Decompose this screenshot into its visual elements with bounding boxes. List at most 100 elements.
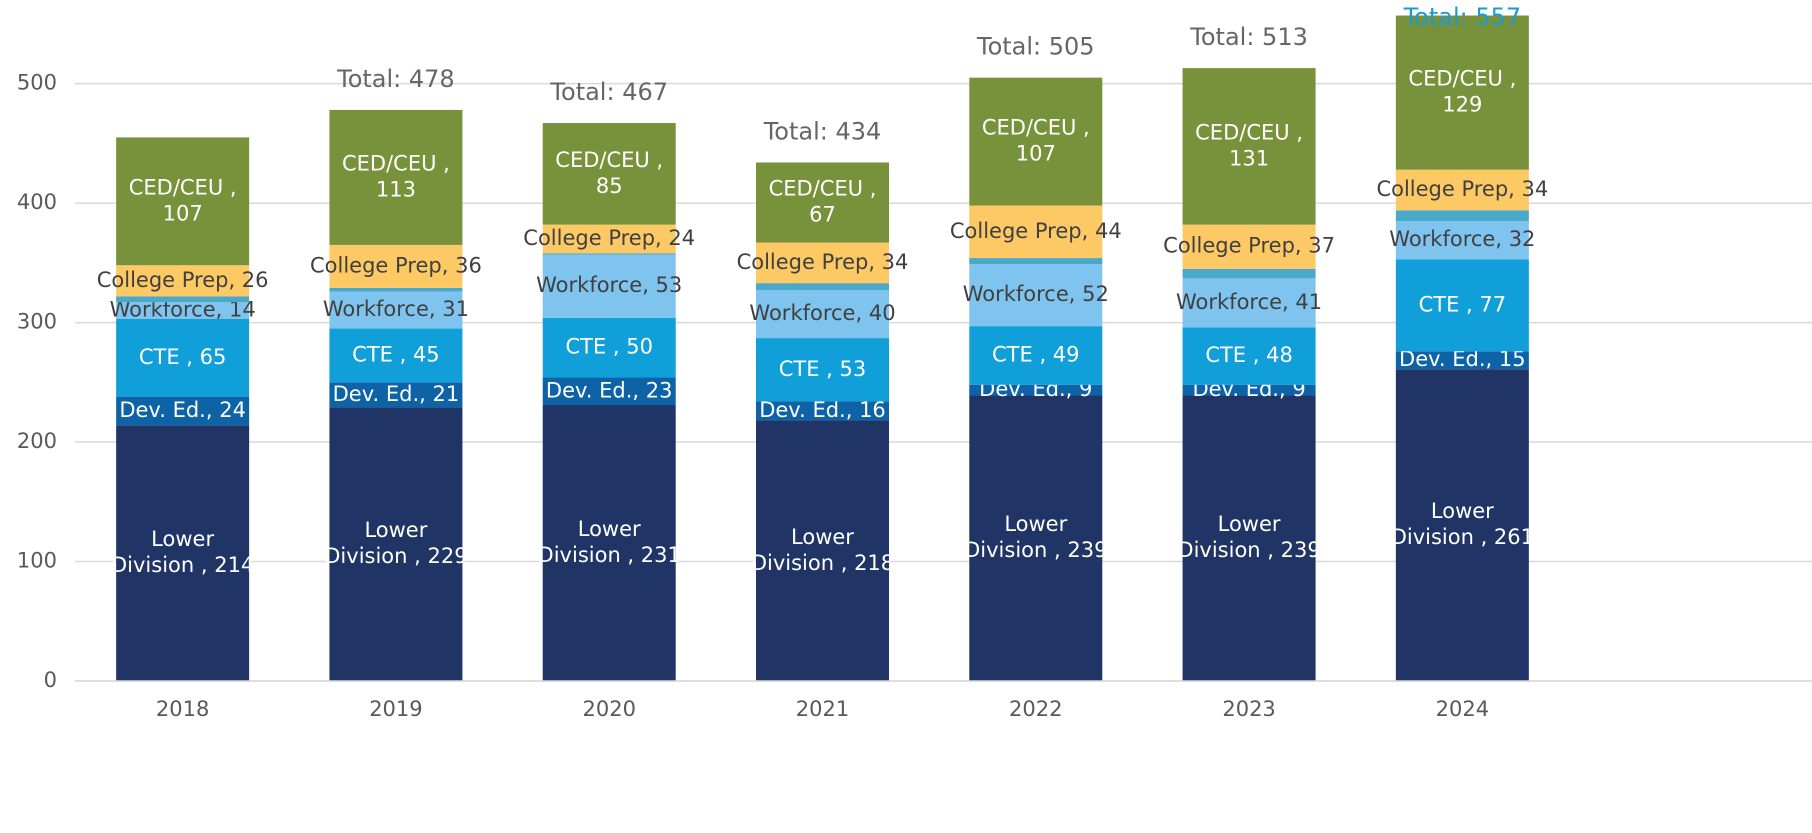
y-tick-label: 300 xyxy=(17,310,57,334)
total-label: Total: 557 xyxy=(1403,3,1522,31)
x-tick-label: 2024 xyxy=(1436,697,1489,721)
bar-segment xyxy=(1395,351,1529,370)
total-label: Total: 467 xyxy=(549,78,668,106)
data-label: College Prep, 37 xyxy=(1163,234,1335,258)
bar-segment xyxy=(329,291,463,329)
bar-segment xyxy=(329,382,463,408)
total-label: Total: 513 xyxy=(1189,23,1308,51)
bar-segment xyxy=(542,405,676,681)
data-label: Dev. Ed., 24 xyxy=(119,398,246,422)
data-label: College Prep, 34 xyxy=(737,250,909,274)
x-tick-label: 2023 xyxy=(1222,697,1275,721)
bar-segment xyxy=(1182,327,1316,385)
data-label: College Prep, 34 xyxy=(1376,177,1548,201)
bar-segment xyxy=(116,302,250,319)
bar-segment xyxy=(1182,68,1316,225)
bar-segment xyxy=(542,123,676,225)
data-label: Lower Division , 239 xyxy=(1177,512,1320,562)
data-label: College Prep, 24 xyxy=(523,226,695,250)
data-label: CED/CEU , 107 xyxy=(129,175,237,225)
data-label: College Prep, 44 xyxy=(950,219,1122,243)
bar-segment xyxy=(756,338,889,402)
bar-segment xyxy=(756,420,889,681)
data-label: CED/CEU , 113 xyxy=(342,151,450,201)
bar-segment xyxy=(116,425,250,681)
bar-segment xyxy=(1182,224,1316,269)
data-label: Dev. Ed., 21 xyxy=(333,382,460,406)
bar-segment xyxy=(329,328,463,383)
data-label: CTE , 50 xyxy=(565,335,653,359)
x-tick-label: 2022 xyxy=(1009,697,1062,721)
bar-segment xyxy=(969,264,1103,327)
bar-segment xyxy=(1182,384,1316,396)
data-label: Lower Division , 231 xyxy=(538,517,681,567)
bar-segment xyxy=(542,253,676,255)
data-label: CTE , 45 xyxy=(352,342,440,366)
data-label: CED/CEU , 85 xyxy=(555,148,663,198)
bar-segment xyxy=(329,109,463,245)
total-label: Total: 478 xyxy=(336,65,455,93)
y-tick-label: 200 xyxy=(17,429,57,453)
x-tick-label: 2018 xyxy=(156,697,209,721)
bar-segment xyxy=(969,205,1103,259)
y-tick-label: 400 xyxy=(17,190,57,214)
y-tick-label: 100 xyxy=(17,549,57,573)
bar-segment xyxy=(1395,221,1529,260)
bar-segment xyxy=(1182,278,1316,328)
data-label: Workforce, 41 xyxy=(1176,290,1322,314)
bar-segment xyxy=(329,287,463,292)
data-label: CED/CEU , 129 xyxy=(1408,67,1516,117)
y-tick-label: 0 xyxy=(44,668,57,692)
bar-segment xyxy=(542,377,676,406)
bar-segment xyxy=(1395,169,1529,211)
data-label: Dev. Ed., 23 xyxy=(546,378,673,402)
data-label: CED/CEU , 67 xyxy=(769,177,877,227)
bar-segment xyxy=(756,290,889,339)
bar-segment xyxy=(116,296,250,303)
bar-segment xyxy=(756,162,889,243)
total-label: Total: 505 xyxy=(976,33,1095,61)
data-label: Lower Division , 214 xyxy=(111,527,254,577)
data-label: CTE , 53 xyxy=(779,357,867,381)
data-label: Lower Division , 261 xyxy=(1391,499,1534,549)
x-tick-label: 2021 xyxy=(796,697,849,721)
bar-segment xyxy=(116,318,250,397)
bar-segment xyxy=(1182,268,1316,279)
data-label: CTE , 48 xyxy=(1205,343,1293,367)
bar-segment xyxy=(1395,369,1529,681)
data-label: Lower Division , 229 xyxy=(324,518,467,568)
bar-segment xyxy=(542,317,676,378)
bar-segment xyxy=(1182,395,1316,681)
data-label: College Prep, 36 xyxy=(310,253,482,277)
data-label: Lower Division , 239 xyxy=(964,512,1107,562)
bar-segment xyxy=(542,254,676,318)
bar-segment xyxy=(756,401,889,421)
data-label: CTE , 49 xyxy=(992,342,1080,366)
bar-segment xyxy=(969,77,1103,206)
bar-segment xyxy=(969,258,1103,265)
bar-segment xyxy=(116,137,250,266)
data-label: CED/CEU , 131 xyxy=(1195,120,1303,170)
bar-segment xyxy=(1395,210,1529,222)
total-label: Total: 434 xyxy=(763,117,882,145)
bar-segment xyxy=(329,244,463,288)
bar-segment xyxy=(542,224,676,254)
bar-segment xyxy=(756,242,889,284)
data-label: CTE , 65 xyxy=(139,345,227,369)
bar-segment xyxy=(116,396,250,426)
bar-segment xyxy=(969,384,1103,396)
data-label: Dev. Ed., 16 xyxy=(759,398,886,422)
data-label: Workforce, 40 xyxy=(749,301,895,325)
x-tick-label: 2019 xyxy=(369,697,422,721)
data-label: CTE , 77 xyxy=(1419,292,1507,316)
bar-segment xyxy=(329,407,463,681)
data-label: Workforce, 53 xyxy=(536,273,682,297)
data-label: Workforce, 31 xyxy=(323,297,469,321)
bar-segment xyxy=(756,283,889,291)
x-tick-label: 2020 xyxy=(582,697,635,721)
bar-segment xyxy=(1395,15,1529,170)
bar-segment xyxy=(1395,259,1529,352)
data-label: CED/CEU , 107 xyxy=(982,116,1090,166)
data-label: Workforce, 52 xyxy=(963,282,1109,306)
